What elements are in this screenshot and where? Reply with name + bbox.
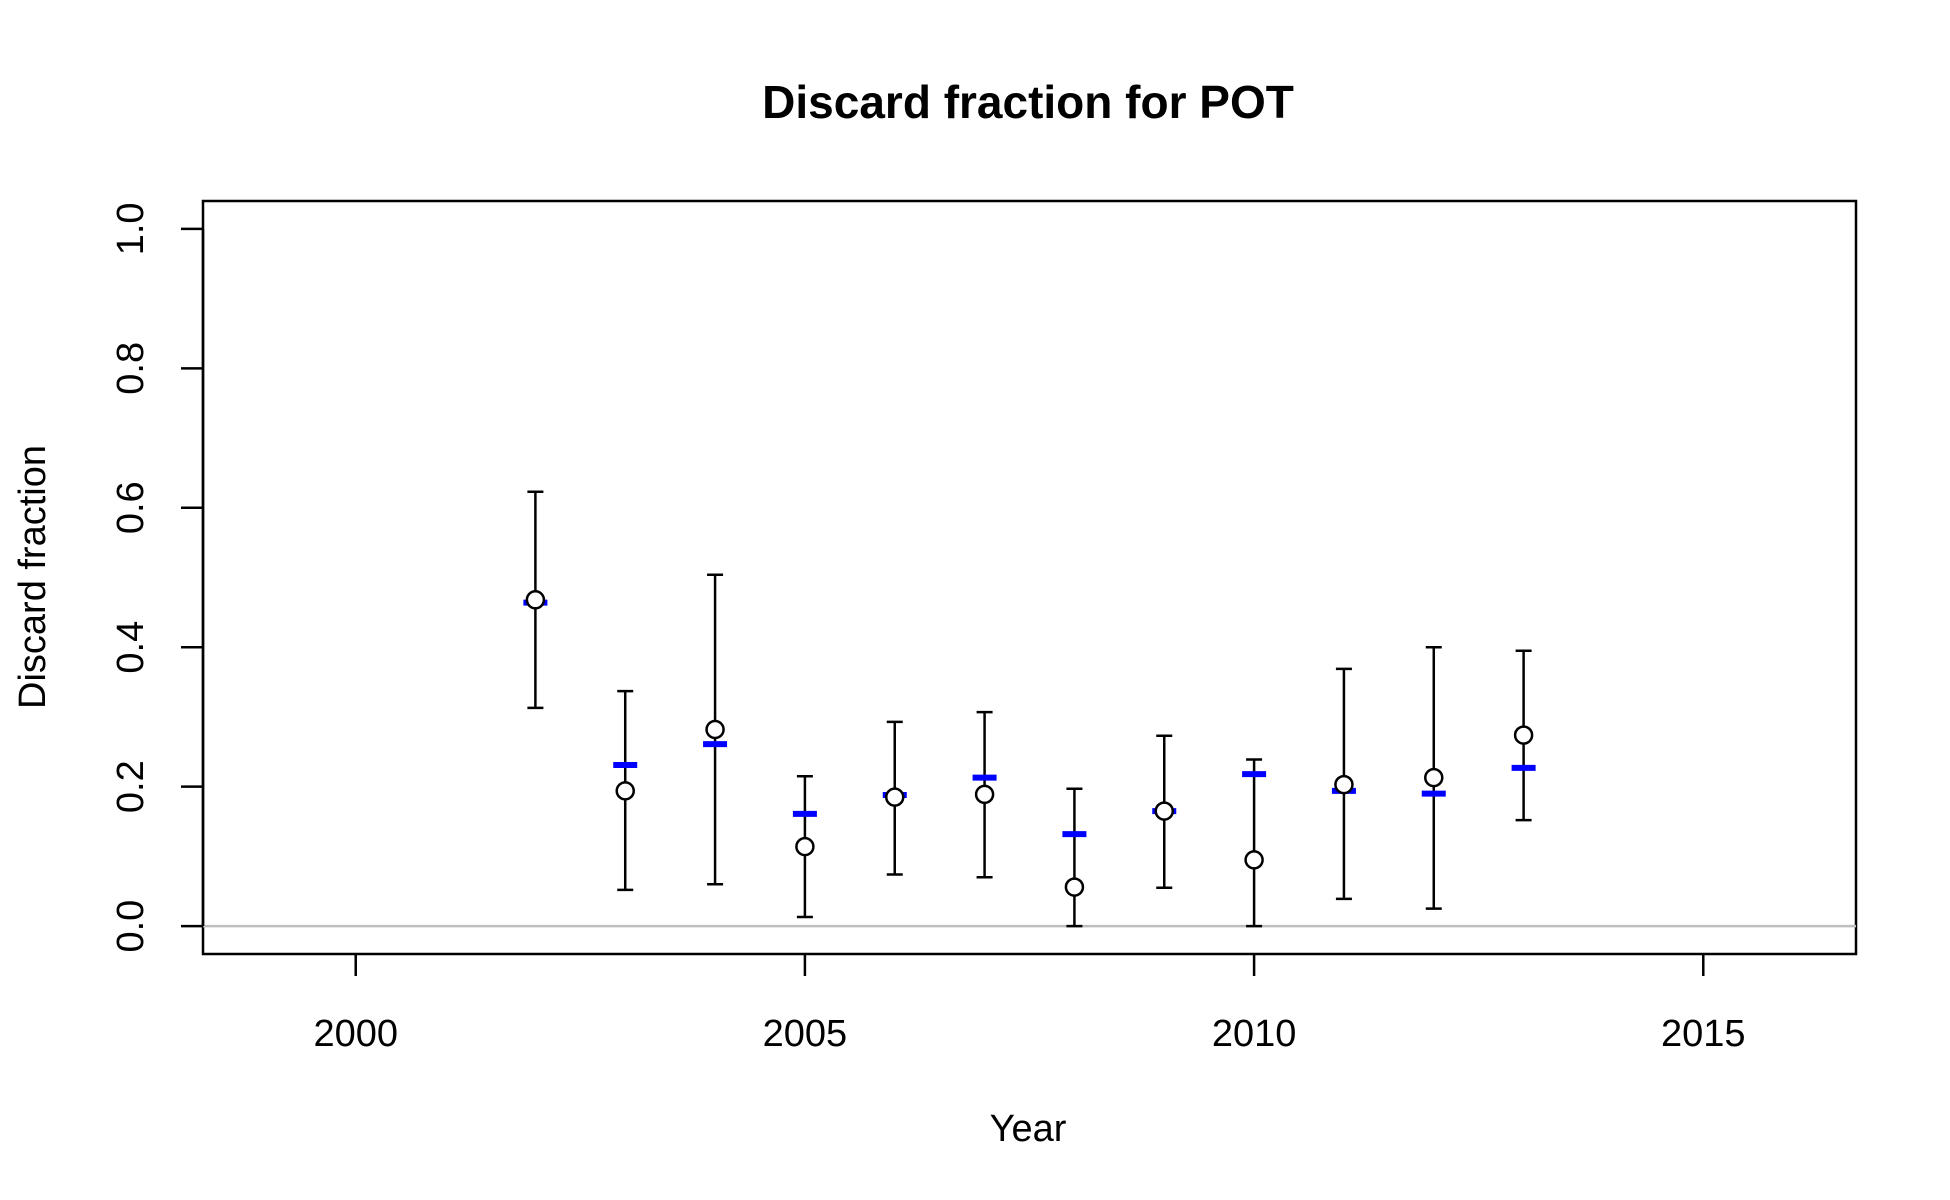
x-axis: 2000 2005 2010 2015 <box>313 954 1746 1055</box>
x-tick-label: 2000 <box>313 1013 398 1055</box>
observed-point <box>1334 774 1354 795</box>
x-tick-label: 2005 <box>763 1013 848 1055</box>
observed-point <box>1154 801 1175 821</box>
observed-point <box>525 590 546 610</box>
observed-point <box>1064 877 1085 897</box>
y-tick-label: 0.0 <box>110 900 152 953</box>
x-axis-title: Year <box>990 1108 1067 1150</box>
y-tick-label: 0.2 <box>110 760 152 813</box>
x-tick-label: 2010 <box>1212 1013 1297 1055</box>
observed-point <box>1244 850 1264 870</box>
observed-series <box>525 590 1534 897</box>
y-tick-label: 1.0 <box>110 202 152 255</box>
plot-frame <box>201 199 1858 956</box>
y-tick-label: 0.8 <box>110 342 152 395</box>
y-tick-label: 0.6 <box>110 481 152 534</box>
observed-point <box>705 719 725 740</box>
observed-point <box>795 836 815 857</box>
observed-point <box>1424 767 1444 788</box>
expected-series <box>523 599 1536 838</box>
chart-title: Discard fraction for POT <box>762 76 1294 128</box>
observed-point <box>615 781 635 801</box>
observed-point <box>1513 725 1534 745</box>
y-axis: 0.0 0.2 0.4 0.6 0.8 1.0 <box>110 202 205 953</box>
y-tick-label: 0.4 <box>110 621 152 674</box>
y-axis-title: Discard fraction <box>12 445 54 709</box>
error-bars <box>527 490 1532 928</box>
observed-point <box>884 787 905 807</box>
observed-point <box>974 784 995 805</box>
x-tick-label: 2015 <box>1661 1013 1746 1055</box>
